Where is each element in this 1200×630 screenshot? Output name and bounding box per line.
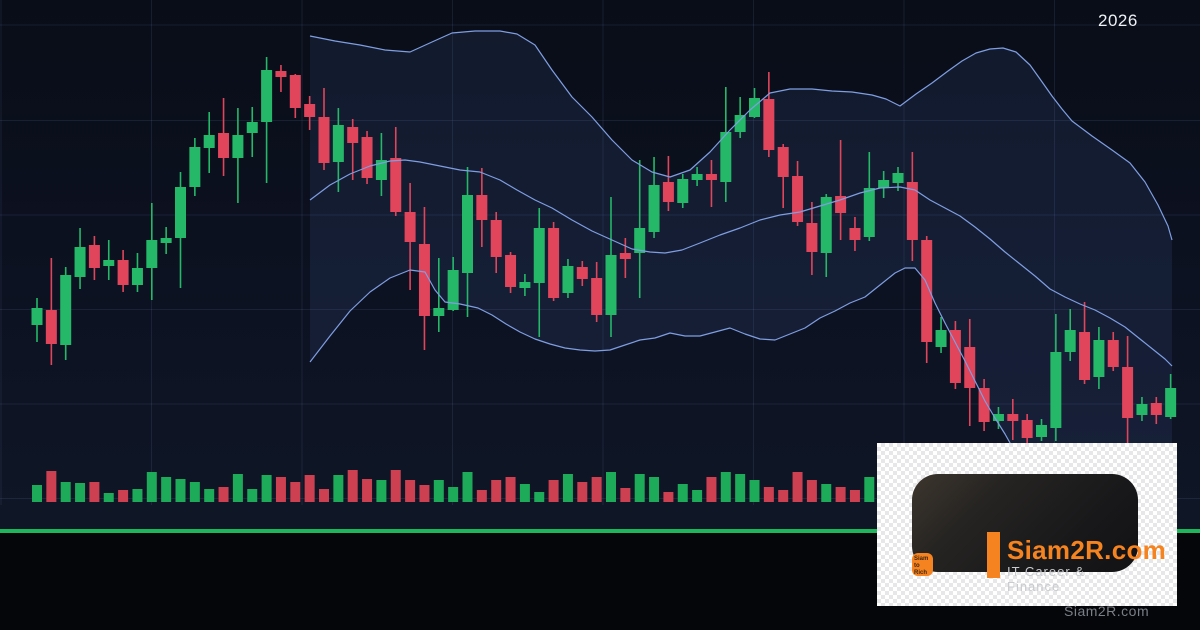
chart-background bbox=[0, 0, 1200, 529]
green-separator-line bbox=[0, 529, 1200, 533]
orange-bar-icon bbox=[987, 532, 1000, 578]
watermark-text: Siam2R.com bbox=[1064, 603, 1150, 619]
logo-tagline-text: IT Career & Finance bbox=[1007, 564, 1085, 594]
logo-brand-text: Siam2R.com bbox=[1007, 535, 1167, 565]
year-label: 2026 bbox=[1098, 11, 1138, 30]
badge-text: Siam to Rich bbox=[914, 556, 929, 576]
logo-card: Siam2R.com IT Career & Finance Siam to R… bbox=[877, 443, 1177, 606]
logo-dark-panel: Siam2R.com IT Career & Finance bbox=[912, 474, 1166, 594]
siam-to-rich-badge-icon: Siam to Rich bbox=[912, 553, 933, 576]
